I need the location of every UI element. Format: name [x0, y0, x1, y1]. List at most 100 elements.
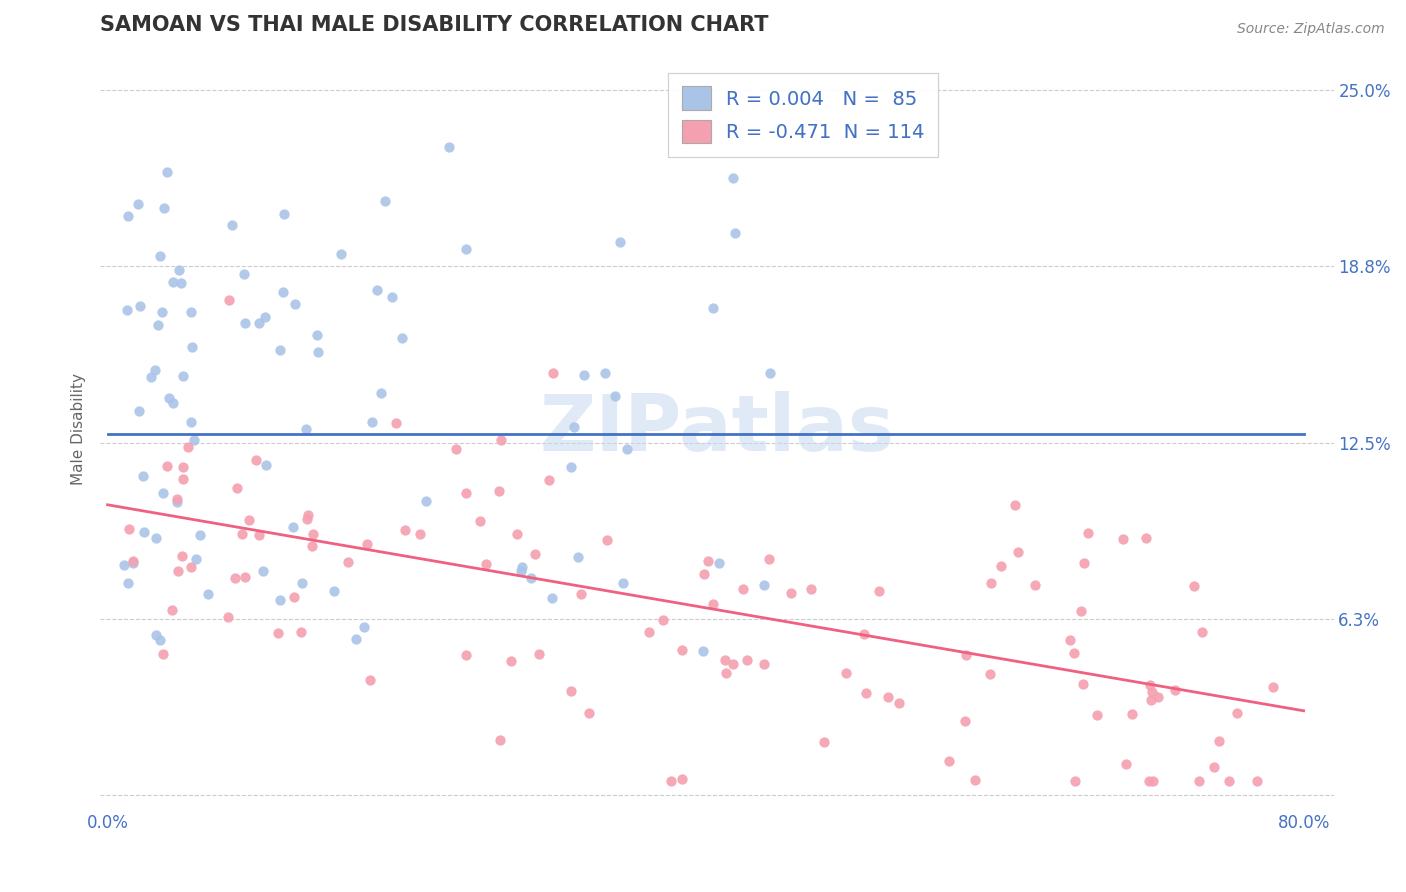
Point	[752, 657, 775, 672]
Point	[965, 773, 987, 788]
Point	[752, 577, 775, 591]
Point	[1112, 532, 1135, 546]
Point	[693, 567, 716, 582]
Point	[356, 536, 378, 550]
Point	[1059, 632, 1081, 647]
Point	[150, 305, 173, 319]
Point	[735, 653, 758, 667]
Point	[295, 422, 318, 436]
Point	[887, 696, 910, 710]
Point	[127, 197, 149, 211]
Point	[578, 706, 600, 721]
Point	[468, 514, 491, 528]
Point	[233, 569, 256, 583]
Point	[172, 549, 194, 563]
Point	[523, 547, 546, 561]
Point	[267, 625, 290, 640]
Point	[510, 559, 533, 574]
Point	[149, 633, 172, 648]
Point	[1261, 680, 1284, 694]
Point	[121, 554, 143, 568]
Point	[1139, 678, 1161, 692]
Point	[221, 218, 243, 232]
Point	[162, 396, 184, 410]
Point	[780, 585, 803, 599]
Point	[162, 603, 184, 617]
Point	[152, 486, 174, 500]
Point	[180, 559, 202, 574]
Point	[520, 571, 543, 585]
Point	[800, 582, 823, 596]
Point	[953, 714, 976, 728]
Point	[509, 564, 531, 578]
Point	[491, 433, 513, 447]
Point	[291, 575, 314, 590]
Point	[188, 528, 211, 542]
Point	[1191, 625, 1213, 640]
Point	[146, 318, 169, 333]
Point	[1188, 774, 1211, 789]
Point	[567, 549, 589, 564]
Point	[224, 571, 246, 585]
Point	[540, 591, 562, 606]
Point	[172, 472, 194, 486]
Point	[1226, 706, 1249, 720]
Point	[1077, 526, 1099, 541]
Point	[454, 485, 477, 500]
Point	[162, 275, 184, 289]
Point	[979, 667, 1001, 681]
Point	[323, 584, 346, 599]
Point	[149, 249, 172, 263]
Point	[733, 582, 755, 596]
Text: ZIPatlas: ZIPatlas	[540, 391, 894, 467]
Point	[143, 362, 166, 376]
Point	[271, 285, 294, 299]
Point	[231, 527, 253, 541]
Point	[117, 303, 139, 318]
Point	[506, 527, 529, 541]
Point	[543, 366, 565, 380]
Point	[361, 415, 384, 429]
Point	[868, 584, 890, 599]
Point	[560, 684, 582, 698]
Point	[415, 494, 437, 508]
Point	[283, 520, 305, 534]
Point	[571, 587, 593, 601]
Point	[344, 632, 367, 647]
Point	[177, 441, 200, 455]
Point	[166, 492, 188, 507]
Point	[385, 417, 408, 431]
Point	[1073, 556, 1095, 570]
Point	[876, 690, 898, 705]
Point	[1142, 774, 1164, 789]
Point	[330, 247, 353, 261]
Point	[172, 368, 194, 383]
Point	[612, 576, 634, 591]
Point	[1218, 774, 1240, 789]
Point	[359, 673, 381, 687]
Point	[1139, 693, 1161, 707]
Point	[117, 575, 139, 590]
Point	[1121, 707, 1143, 722]
Point	[366, 283, 388, 297]
Point	[370, 385, 392, 400]
Text: Source: ZipAtlas.com: Source: ZipAtlas.com	[1237, 22, 1385, 37]
Point	[353, 620, 375, 634]
Point	[488, 484, 510, 499]
Point	[454, 242, 477, 256]
Point	[1246, 774, 1268, 789]
Point	[247, 316, 270, 330]
Point	[990, 559, 1012, 574]
Point	[409, 527, 432, 541]
Point	[269, 593, 291, 607]
Point	[1147, 690, 1170, 705]
Point	[758, 551, 780, 566]
Point	[1182, 578, 1205, 592]
Point	[475, 558, 498, 572]
Point	[1063, 774, 1085, 789]
Point	[1063, 646, 1085, 660]
Point	[1208, 733, 1230, 747]
Point	[139, 370, 162, 384]
Point	[813, 735, 835, 749]
Point	[437, 140, 460, 154]
